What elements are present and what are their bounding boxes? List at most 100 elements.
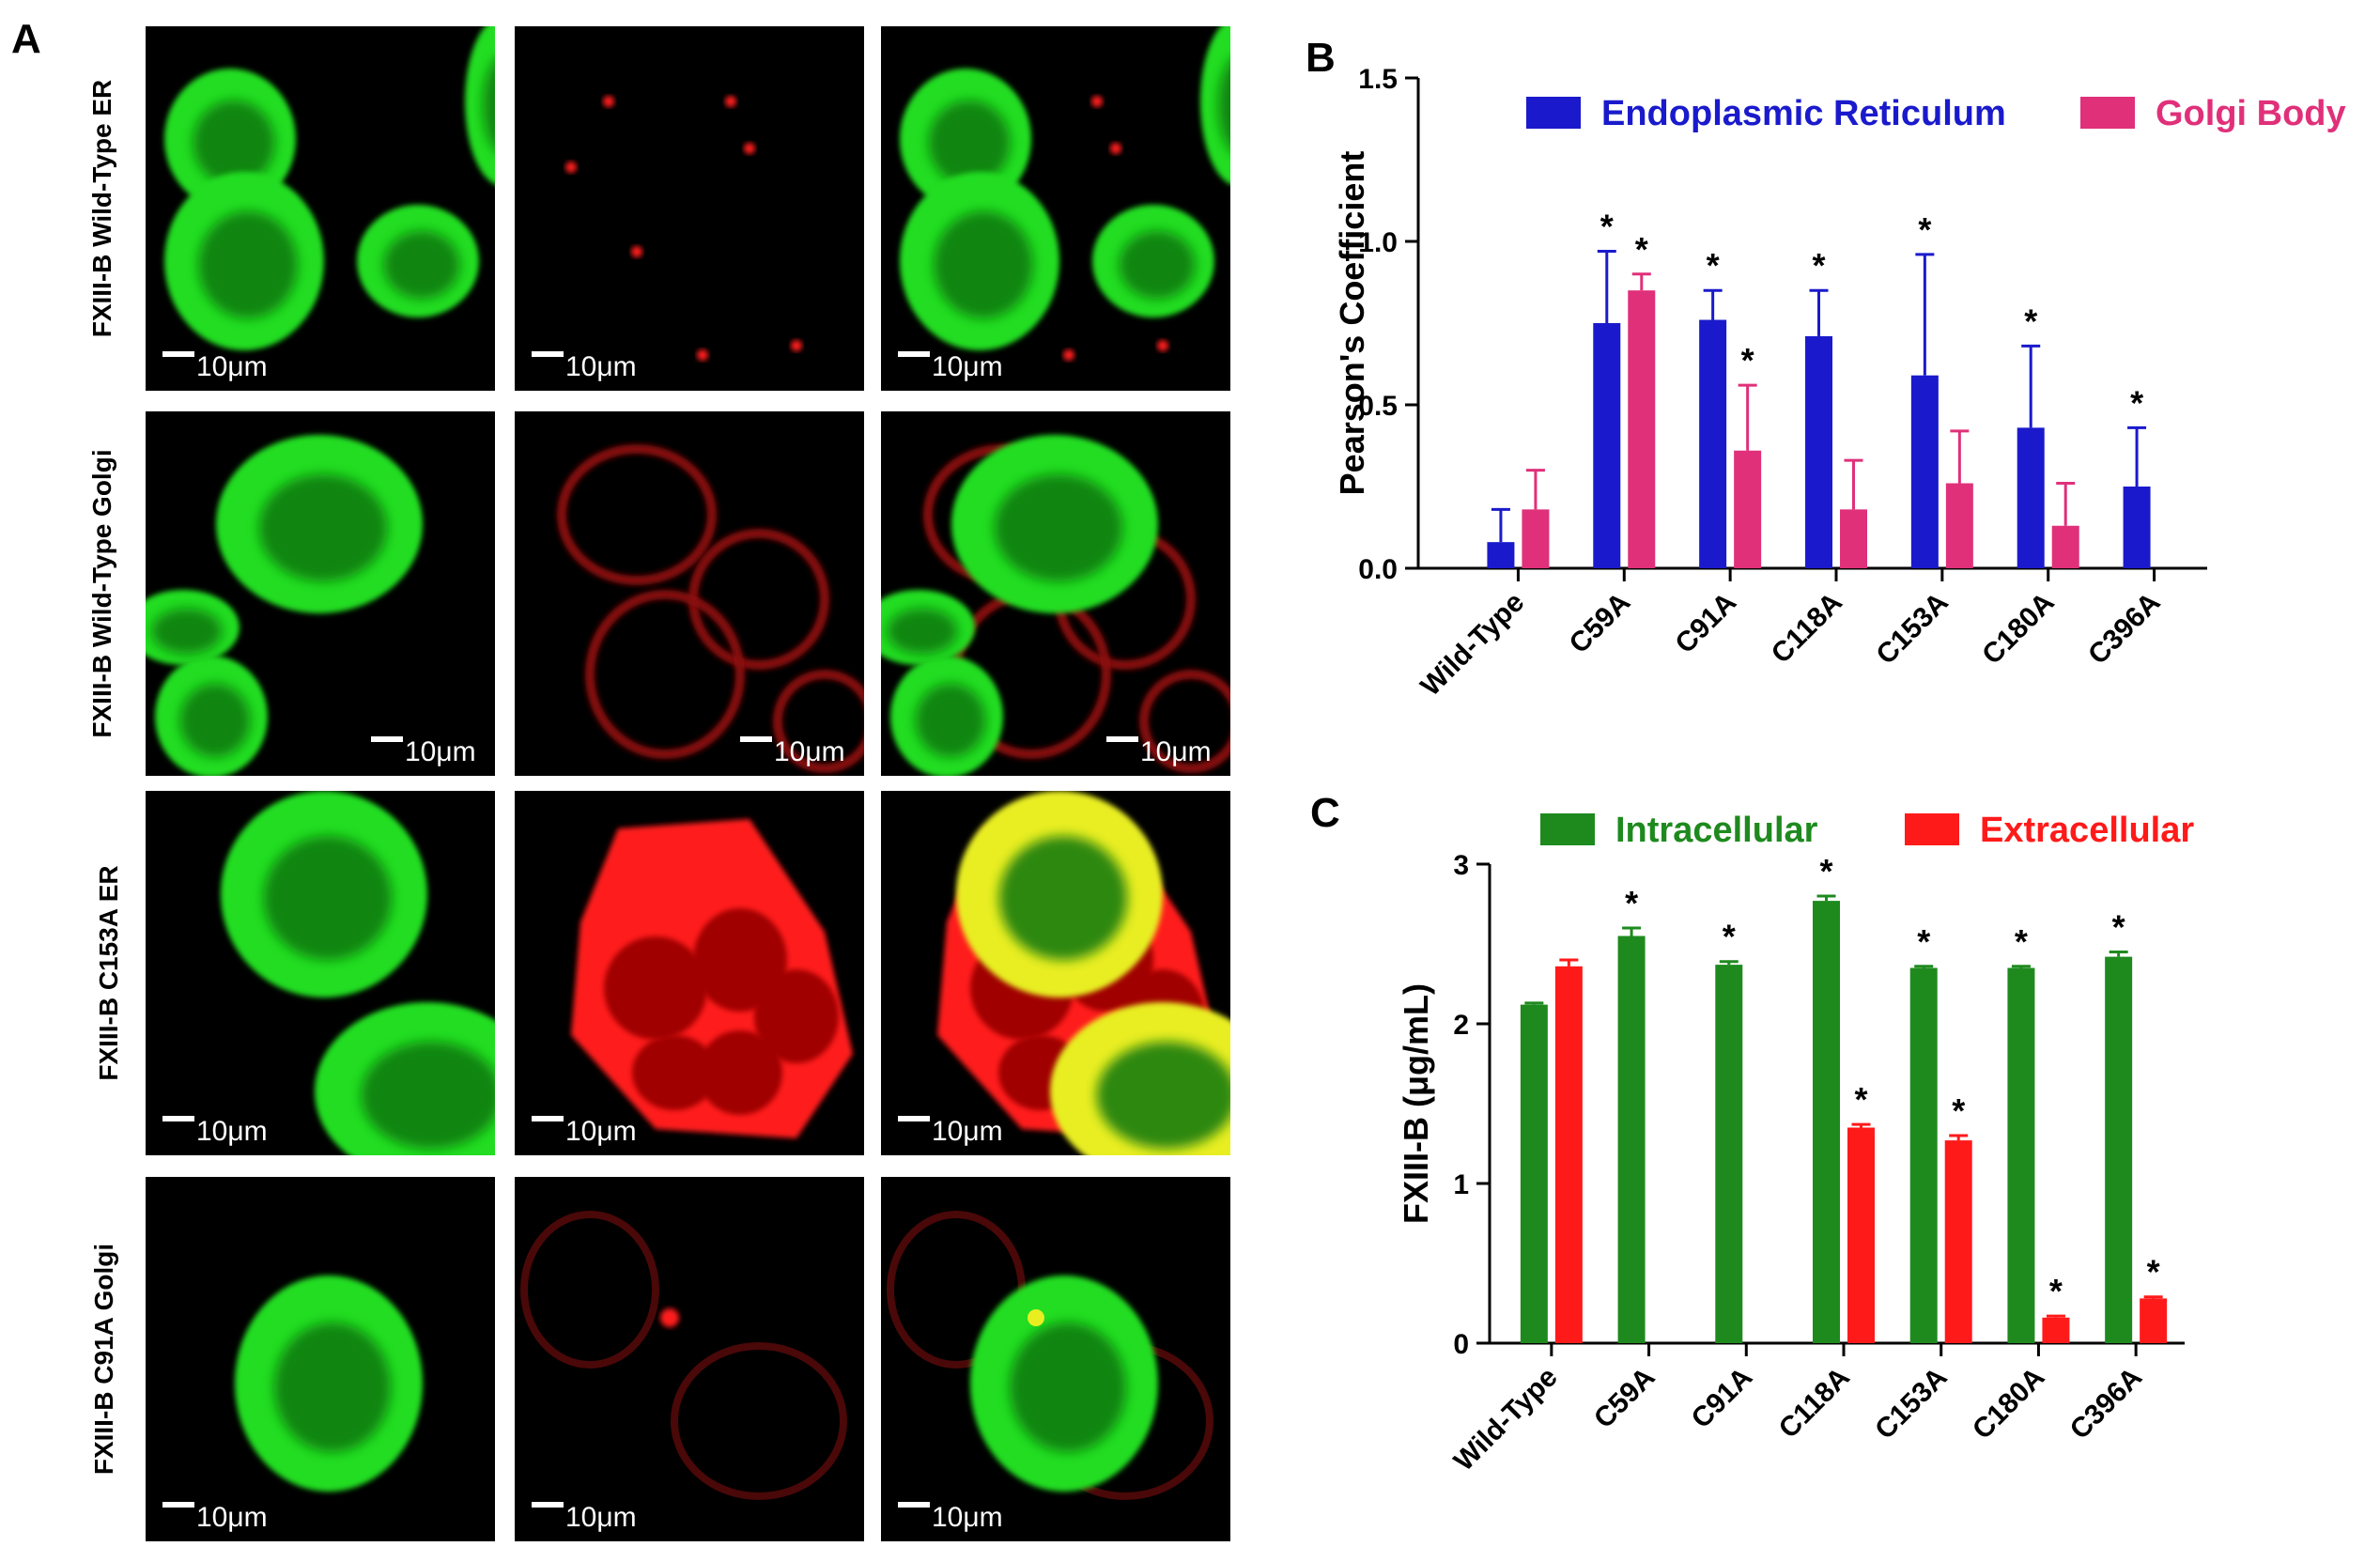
significance-star: *	[1917, 922, 1930, 961]
chart-c-concentration: 0 1 2 3 FXIII-B (μg/mL) Wild-Type C59A * C91A * C1…	[1397, 811, 2194, 1477]
bar-golgi-body	[1945, 483, 1973, 568]
bar-golgi-body	[1522, 509, 1550, 568]
bar-intracellular	[1617, 936, 1646, 1343]
bar-intracellular	[1520, 1004, 1548, 1343]
bar-intracellular	[2105, 956, 2133, 1343]
bar-endoplasmic-reticulum	[1487, 542, 1515, 568]
y-tick-label: 1.0	[1358, 227, 1398, 258]
x-tick-label: C153A	[1869, 1362, 1953, 1446]
significance-star: *	[1918, 210, 1931, 249]
scale-bar-label: 10μm	[1140, 736, 1212, 767]
panel-letter-b: B	[1306, 35, 1336, 81]
scale-bar	[162, 351, 194, 357]
scale-bar-label: 10μm	[932, 351, 1003, 382]
y-tick-label: 0.0	[1358, 554, 1398, 585]
x-tick-label: C118A	[1766, 587, 1848, 670]
significance-star: *	[1723, 918, 1736, 956]
scale-bar-label: 10μm	[565, 351, 637, 382]
bar-endoplasmic-reticulum	[1593, 323, 1621, 568]
scale-bar	[532, 1116, 564, 1121]
significance-star: *	[1812, 246, 1825, 285]
significance-star: *	[1952, 1091, 1965, 1130]
x-tick-label: C180A	[1976, 587, 2060, 671]
significance-star: *	[2112, 908, 2125, 947]
significance-star: *	[1741, 341, 1754, 379]
micrograph-tile-red: 10μm	[515, 411, 864, 776]
micrograph-tile-merge: 10μm	[881, 411, 1230, 776]
bar-golgi-body	[1734, 450, 1762, 568]
significance-star: *	[2130, 383, 2143, 422]
micrograph-row-label: FXIII-B C153A ER	[94, 865, 123, 1080]
bar-endoplasmic-reticulum	[1699, 319, 1727, 568]
legend-swatch-extracellular	[1905, 813, 1959, 845]
x-tick-label: C91A	[1670, 587, 1743, 660]
y-axis-title: Pearson's Coefficient	[1333, 151, 1371, 496]
bar-endoplasmic-reticulum	[1805, 335, 1832, 568]
micrograph-row-label: FXIII-B Wild-Type ER	[87, 80, 116, 338]
micrograph-row-label: FXIII-B C91A Golgi	[89, 1244, 118, 1475]
scale-bar-label: 10μm	[196, 1502, 268, 1533]
legend-label-endoplasmic-reticulum: Endoplasmic Reticulum	[1601, 94, 2006, 133]
bar-intracellular	[1715, 965, 1743, 1343]
x-tick-label: Wild-Type	[1448, 1362, 1564, 1477]
y-tick-label: 2	[1453, 1010, 1469, 1041]
scale-bar	[898, 1502, 930, 1508]
bar-intracellular	[2007, 967, 2035, 1343]
x-tick-label: C396A	[2064, 1362, 2148, 1446]
x-tick-label: C118A	[1773, 1362, 1856, 1445]
x-tick-label: C396A	[2082, 587, 2166, 671]
bar-golgi-body	[1628, 290, 1656, 568]
bar-extracellular	[1944, 1140, 1972, 1343]
scale-bar	[740, 736, 772, 742]
micrograph-tile-green: 10μm	[146, 791, 495, 1155]
scale-bar	[162, 1502, 194, 1508]
micrograph-tile-red: 10μm	[515, 1177, 864, 1541]
scale-bar	[162, 1116, 194, 1121]
scale-bar	[532, 1502, 564, 1508]
scale-bar-label: 10μm	[565, 1116, 637, 1147]
x-tick-label: Wild-Type	[1414, 587, 1530, 703]
scale-bar-label: 10μm	[405, 736, 476, 767]
legend-label-intracellular: Intracellular	[1615, 811, 1818, 850]
scale-bar-label: 10μm	[565, 1502, 637, 1533]
legend-swatch-golgi-body	[2080, 97, 2135, 129]
x-tick-label: C180A	[1967, 1362, 2050, 1446]
micrograph-tile-merge: 10μm	[881, 1177, 1230, 1541]
panel-letter-c: C	[1310, 790, 1340, 836]
scale-bar	[898, 1116, 930, 1121]
scale-bar	[371, 736, 403, 742]
y-tick-label: 0.5	[1358, 391, 1398, 422]
bar-golgi-body	[1840, 509, 1867, 568]
legend-swatch-intracellular	[1540, 813, 1595, 845]
micrograph-tile-merge: 10μm	[881, 26, 1230, 391]
bar-extracellular	[2140, 1298, 2168, 1343]
bar-endoplasmic-reticulum	[1910, 375, 1939, 568]
bar-extracellular	[1554, 966, 1583, 1343]
x-tick-label: C153A	[1870, 587, 1954, 671]
legend-swatch-endoplasmic-reticulum	[1526, 97, 1581, 129]
y-axis-title: FXIII-B (μg/mL)	[1397, 983, 1435, 1224]
bar-endoplasmic-reticulum	[2017, 427, 2045, 568]
significance-star: *	[2024, 302, 2037, 340]
micrograph-tile-red: 10μm	[515, 26, 864, 391]
micrograph-tile-merge: 10μm	[881, 791, 1230, 1155]
panel-letter-a: A	[11, 16, 41, 62]
y-tick-label: 1.5	[1358, 64, 1398, 95]
scale-bar-label: 10μm	[196, 1116, 268, 1147]
micrograph-tile-red: 10μm	[515, 791, 864, 1155]
scale-bar	[532, 351, 564, 357]
legend-label-golgi-body: Golgi Body	[2156, 94, 2346, 133]
y-tick-label: 0	[1453, 1329, 1469, 1360]
scale-bar-label: 10μm	[932, 1116, 1003, 1147]
x-tick-label: C59A	[1564, 587, 1637, 660]
significance-star: *	[1854, 1080, 1867, 1119]
chart-b-pearson: 0.0 0.5 1.0 1.5 Pearson's Coefficient Wild-Ty…	[1333, 64, 2346, 703]
micrograph-row-label: FXIII-B Wild-Type Golgi	[87, 449, 116, 737]
micrograph-tile-green: 10μm	[146, 26, 495, 391]
significance-star: *	[2049, 1272, 2063, 1310]
bar-endoplasmic-reticulum	[2123, 487, 2151, 568]
significance-star: *	[1635, 230, 1648, 269]
bar-golgi-body	[2051, 525, 2079, 568]
micrograph-tile-green: 10μm	[146, 411, 495, 776]
